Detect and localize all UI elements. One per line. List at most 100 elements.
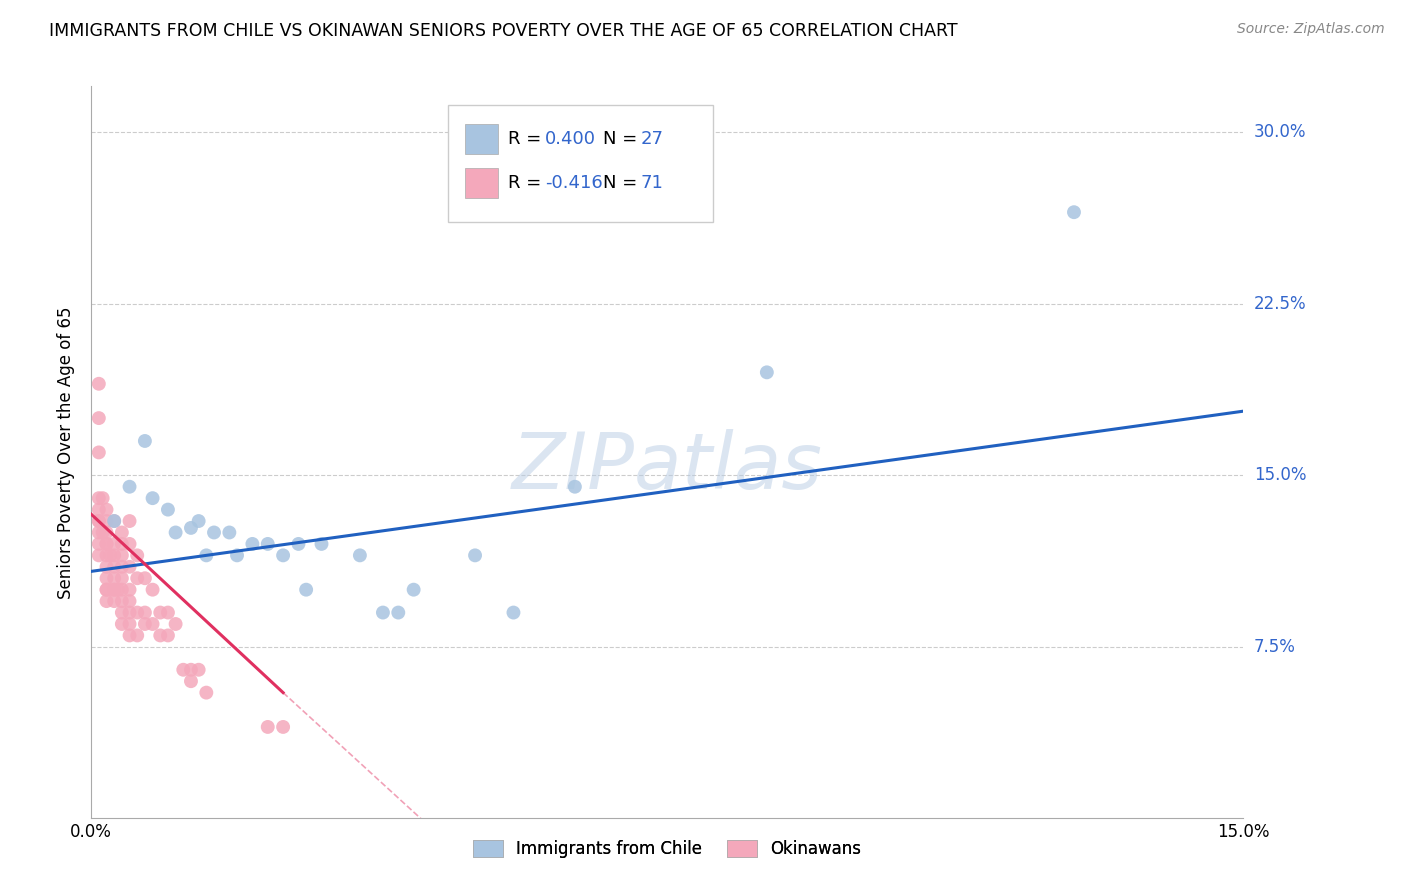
- Point: [118, 594, 141, 608]
- Point: [134, 571, 156, 585]
- Point: [91, 525, 114, 540]
- Point: [96, 571, 118, 585]
- Point: [218, 525, 240, 540]
- Point: [87, 502, 110, 516]
- Point: [187, 514, 209, 528]
- Text: 71: 71: [641, 174, 664, 192]
- Point: [87, 411, 110, 425]
- Point: [134, 617, 156, 632]
- Point: [755, 365, 778, 379]
- Legend: Immigrants from Chile, Okinawans: Immigrants from Chile, Okinawans: [465, 833, 868, 865]
- Point: [103, 514, 125, 528]
- Text: 7.5%: 7.5%: [1254, 638, 1296, 656]
- Point: [127, 606, 149, 620]
- Point: [87, 491, 110, 505]
- Point: [103, 559, 125, 574]
- Point: [118, 559, 141, 574]
- Point: [195, 685, 218, 699]
- Point: [96, 582, 118, 597]
- Point: [98, 549, 121, 563]
- Point: [256, 720, 278, 734]
- Point: [180, 663, 202, 677]
- Text: 22.5%: 22.5%: [1254, 294, 1306, 313]
- Point: [96, 537, 118, 551]
- Point: [103, 582, 125, 597]
- Point: [242, 537, 264, 551]
- Point: [111, 617, 134, 632]
- Y-axis label: Seniors Poverty Over the Age of 65: Seniors Poverty Over the Age of 65: [58, 306, 75, 599]
- Point: [271, 549, 294, 563]
- Point: [96, 582, 118, 597]
- Point: [87, 376, 110, 391]
- Point: [165, 617, 187, 632]
- Bar: [465, 124, 498, 154]
- Point: [103, 549, 125, 563]
- Point: [149, 606, 172, 620]
- Point: [103, 582, 125, 597]
- Point: [111, 525, 134, 540]
- FancyBboxPatch shape: [449, 104, 713, 222]
- Point: [96, 502, 118, 516]
- Text: 0.400: 0.400: [546, 130, 596, 148]
- Point: [118, 480, 141, 494]
- Point: [111, 559, 134, 574]
- Point: [349, 549, 371, 563]
- Point: [564, 480, 586, 494]
- Point: [180, 674, 202, 689]
- Point: [87, 537, 110, 551]
- Point: [96, 549, 118, 563]
- Text: -0.416: -0.416: [546, 174, 603, 192]
- Point: [371, 606, 394, 620]
- Point: [502, 606, 524, 620]
- Text: R =: R =: [508, 130, 547, 148]
- Point: [96, 537, 118, 551]
- Text: IMMIGRANTS FROM CHILE VS OKINAWAN SENIORS POVERTY OVER THE AGE OF 65 CORRELATION: IMMIGRANTS FROM CHILE VS OKINAWAN SENIOR…: [49, 22, 957, 40]
- Point: [165, 525, 187, 540]
- Point: [118, 617, 141, 632]
- Point: [118, 606, 141, 620]
- Point: [156, 628, 179, 642]
- Point: [96, 594, 118, 608]
- Point: [111, 594, 134, 608]
- Point: [127, 628, 149, 642]
- Point: [402, 582, 425, 597]
- Point: [87, 525, 110, 540]
- Point: [142, 617, 165, 632]
- Point: [142, 491, 165, 505]
- Point: [96, 525, 118, 540]
- Point: [387, 606, 409, 620]
- Point: [96, 514, 118, 528]
- Point: [118, 537, 141, 551]
- Text: 30.0%: 30.0%: [1254, 123, 1306, 141]
- Point: [87, 514, 110, 528]
- Point: [256, 537, 278, 551]
- Text: N =: N =: [603, 130, 643, 148]
- Point: [287, 537, 309, 551]
- Point: [1063, 205, 1085, 219]
- Point: [142, 582, 165, 597]
- Point: [202, 525, 225, 540]
- Point: [127, 549, 149, 563]
- Point: [118, 628, 141, 642]
- Point: [156, 502, 179, 516]
- Text: R =: R =: [508, 174, 547, 192]
- Point: [103, 537, 125, 551]
- Point: [271, 720, 294, 734]
- Point: [180, 521, 202, 535]
- Point: [464, 549, 486, 563]
- Point: [103, 594, 125, 608]
- Point: [87, 549, 110, 563]
- Point: [111, 549, 134, 563]
- Point: [156, 606, 179, 620]
- Point: [187, 663, 209, 677]
- Point: [111, 537, 134, 551]
- Point: [111, 606, 134, 620]
- Point: [149, 628, 172, 642]
- Point: [127, 571, 149, 585]
- Point: [111, 571, 134, 585]
- Point: [87, 514, 110, 528]
- Text: 27: 27: [641, 130, 664, 148]
- Point: [103, 514, 125, 528]
- Point: [295, 582, 318, 597]
- Point: [118, 582, 141, 597]
